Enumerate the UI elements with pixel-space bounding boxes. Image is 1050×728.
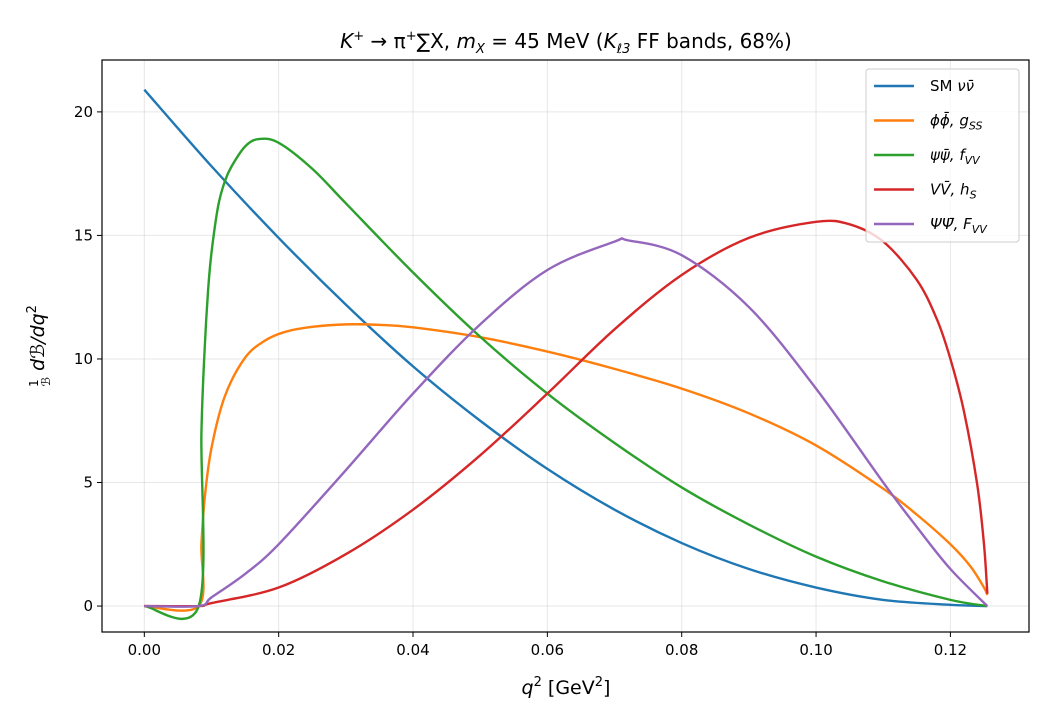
legend-label-3: ψψ̄, fVV (930, 146, 981, 167)
series-line-1 (143, 88, 988, 608)
x-tick-label: 0.00 (128, 641, 161, 659)
legend-label-5: ΨΨ̄, FVV (930, 215, 988, 236)
series-line-3 (144, 137, 988, 620)
y-tick-label: 20 (74, 103, 93, 121)
svg-text:1ℬ dℬ/dq2: 1ℬ dℬ/dq2 (25, 305, 53, 387)
y-tick-label: 5 (83, 474, 93, 492)
series-line-2 (144, 323, 989, 612)
y-tick-label: 15 (74, 226, 93, 244)
legend-label-4: VV̄, hS (930, 180, 977, 202)
y-tick-label: 10 (74, 350, 93, 368)
x-tick-label: 0.02 (262, 641, 295, 659)
legend: SM νν̄ ϕϕ̄, gSS ψψ̄, fVV VV̄, hS ΨΨ̄, FVV (865, 68, 1020, 243)
axis-ticks: 0.00 0.02 0.04 0.06 0.08 0.10 0.12 0 5 10 15 20 (74, 103, 967, 659)
y-axis-label: 1ℬ dℬ/dq2 (25, 305, 53, 387)
legend-box (865, 68, 1020, 243)
plot-frame (101, 59, 1030, 633)
x-tick-label: 0.06 (531, 641, 564, 659)
y-tick-label: 0 (83, 597, 93, 615)
series-line-4 (144, 219, 989, 608)
plot-series (143, 88, 989, 620)
x-tick-label: 0.12 (934, 641, 967, 659)
x-tick-label: 0.04 (396, 641, 429, 659)
legend-label-1: SM νν̄ (930, 77, 974, 95)
x-tick-label: 0.08 (665, 641, 698, 659)
legend-label-2: ϕϕ̄, gSS (930, 111, 982, 133)
x-axis-label: q2 [GeV2] (522, 675, 611, 699)
chart-title: K+ → π+∑X, mX = 45 MeV (Kℓ3 FF bands, 68… (340, 29, 792, 57)
series-line-5 (144, 237, 989, 608)
x-tick-label: 0.10 (799, 641, 832, 659)
